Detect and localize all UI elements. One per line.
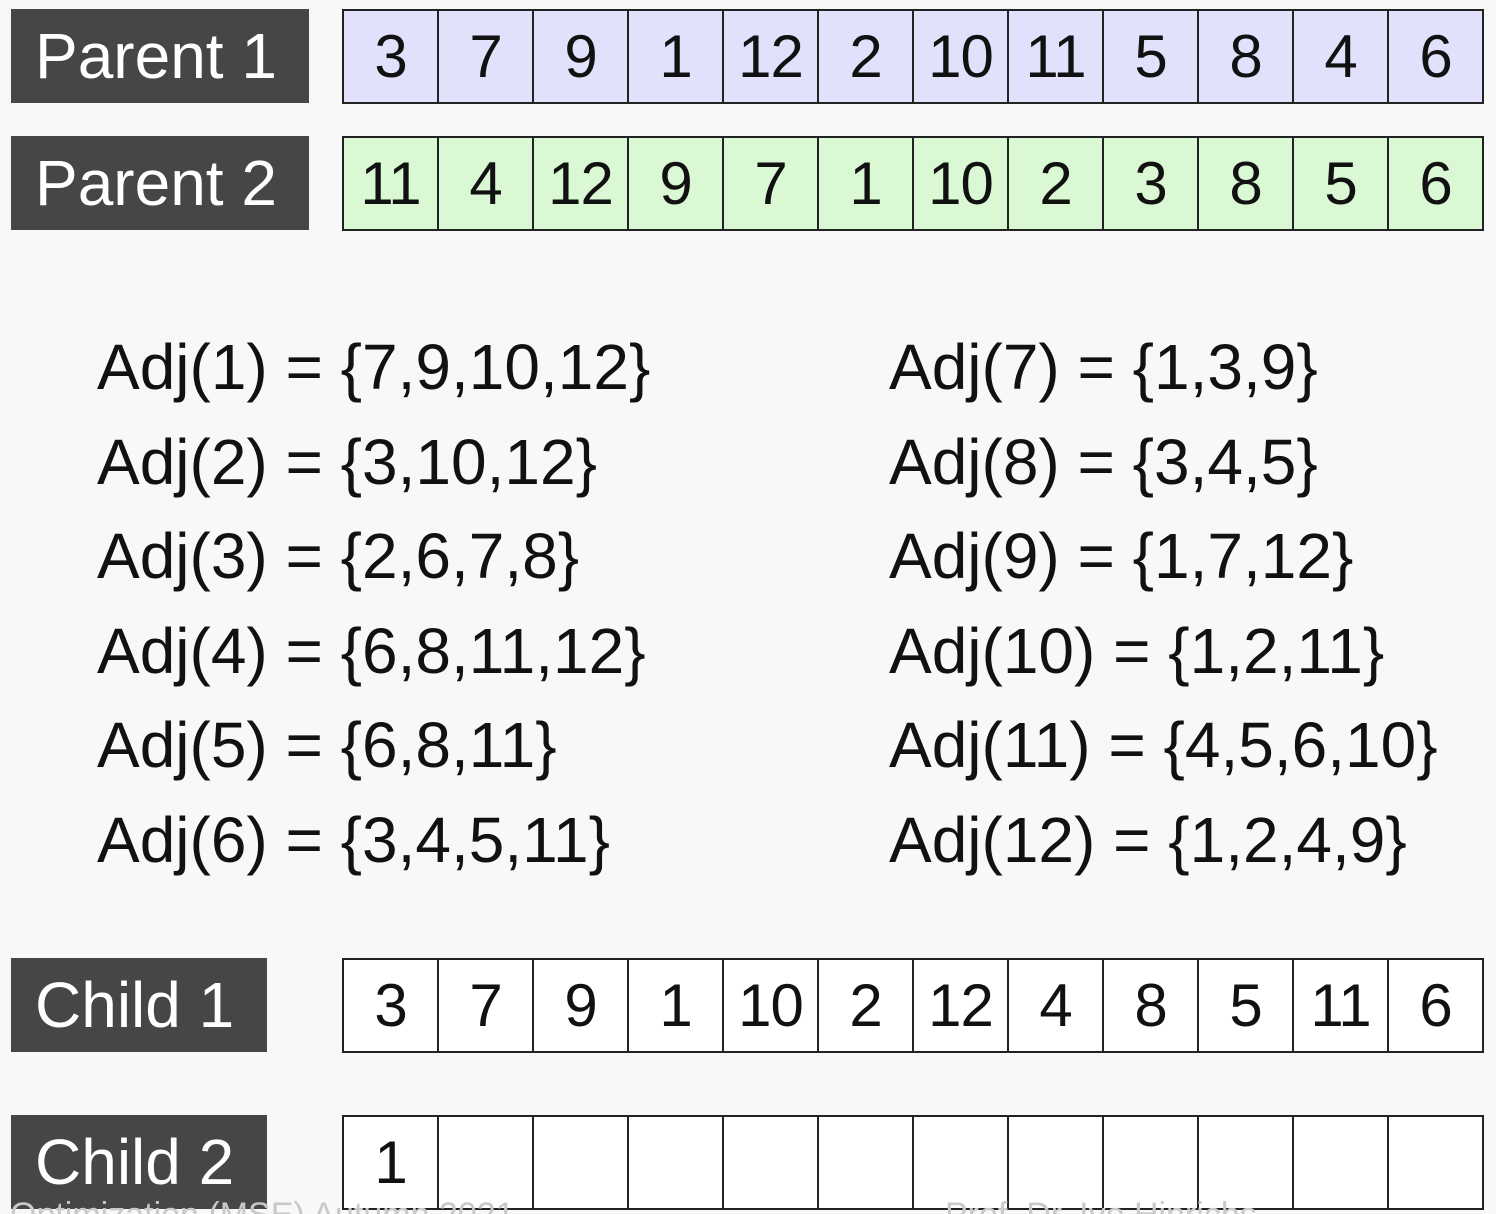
parent-1-cell: 4 bbox=[1294, 11, 1389, 102]
parent-1-cell: 9 bbox=[534, 11, 629, 102]
parent-1-cell: 6 bbox=[1389, 11, 1484, 102]
parent-1-cell: 5 bbox=[1104, 11, 1199, 102]
child-2-label: Child 2 bbox=[11, 1115, 267, 1209]
child-1-cell: 7 bbox=[439, 960, 534, 1051]
child-2-cell bbox=[819, 1117, 914, 1208]
child-2-cell bbox=[1104, 1117, 1199, 1208]
child-2-cells: 1 bbox=[342, 1115, 1484, 1210]
parent-1-cell: 2 bbox=[819, 11, 914, 102]
child-2-cell bbox=[1009, 1117, 1104, 1208]
adjacency-list-right: Adj(7) = {1,3,9} Adj(8) = {3,4,5} Adj(9)… bbox=[889, 335, 1438, 902]
adjacency-entry: Adj(12) = {1,2,4,9} bbox=[889, 803, 1407, 876]
parent-1-cell: 10 bbox=[914, 11, 1009, 102]
child-2-cell bbox=[1199, 1117, 1294, 1208]
child-1-row: Child 1 3 7 9 1 10 2 12 4 8 5 11 6 bbox=[0, 958, 1496, 1054]
child-2-cell bbox=[1389, 1117, 1484, 1208]
child-2-cell bbox=[534, 1117, 629, 1208]
parent-1-cell: 12 bbox=[724, 11, 819, 102]
parent-2-cell: 7 bbox=[724, 138, 819, 229]
parent-2-cell: 11 bbox=[344, 138, 439, 229]
child-1-cell: 6 bbox=[1389, 960, 1484, 1051]
child-2-cell bbox=[914, 1117, 1009, 1208]
child-2-row: Child 2 1 bbox=[0, 1115, 1496, 1211]
parent-2-row: Parent 2 11 4 12 9 7 1 10 2 3 8 5 6 bbox=[0, 136, 1496, 232]
child-1-cell: 2 bbox=[819, 960, 914, 1051]
adjacency-entry: Adj(1) = {7,9,10,12} bbox=[97, 331, 651, 403]
parent-2-cell: 10 bbox=[914, 138, 1009, 229]
parent-2-cell: 4 bbox=[439, 138, 534, 229]
parent-1-row: Parent 1 3 7 9 1 12 2 10 11 5 8 4 6 bbox=[0, 9, 1496, 105]
child-2-cell bbox=[724, 1117, 819, 1208]
adjacency-entry: Adj(6) = {3,4,5,11} bbox=[97, 803, 610, 876]
adjacency-entry: Adj(2) = {3,10,12} bbox=[97, 425, 597, 498]
parent-2-cell: 3 bbox=[1104, 138, 1199, 229]
parent-2-cell: 12 bbox=[534, 138, 629, 229]
child-1-cell: 9 bbox=[534, 960, 629, 1051]
parent-1-cell: 11 bbox=[1009, 11, 1104, 102]
parent-2-cell: 9 bbox=[629, 138, 724, 229]
parent-2-cells: 11 4 12 9 7 1 10 2 3 8 5 6 bbox=[342, 136, 1484, 231]
adjacency-entry: Adj(8) = {3,4,5} bbox=[889, 425, 1318, 498]
adjacency-entry: Adj(3) = {2,6,7,8} bbox=[97, 520, 580, 592]
parent-1-cell: 8 bbox=[1199, 11, 1294, 102]
child-1-cell: 5 bbox=[1199, 960, 1294, 1051]
child-1-cell: 12 bbox=[914, 960, 1009, 1051]
parent-1-cells: 3 7 9 1 12 2 10 11 5 8 4 6 bbox=[342, 9, 1484, 104]
child-1-cell: 4 bbox=[1009, 960, 1104, 1051]
slide-footer: Optimization (MSE) Autumn 2021 Prof. Dr.… bbox=[0, 1198, 1496, 1214]
parent-2-cell: 8 bbox=[1199, 138, 1294, 229]
child-1-cell: 3 bbox=[344, 960, 439, 1051]
parent-2-cell: 6 bbox=[1389, 138, 1484, 229]
adjacency-entry: Adj(5) = {6,8,11} bbox=[97, 709, 557, 781]
child-2-cell: 1 bbox=[344, 1117, 439, 1208]
adjacency-entry: Adj(4) = {6,8,11,12} bbox=[97, 614, 646, 687]
child-2-cell bbox=[1294, 1117, 1389, 1208]
adjacency-entry: Adj(10) = {1,2,11} bbox=[889, 614, 1385, 687]
child-1-cell: 11 bbox=[1294, 960, 1389, 1051]
footer-author: Prof. Dr. Ivo Hinrichs bbox=[945, 1198, 1257, 1214]
child-1-cell: 1 bbox=[629, 960, 724, 1051]
child-1-cell: 10 bbox=[724, 960, 819, 1051]
child-1-label: Child 1 bbox=[11, 958, 267, 1052]
child-2-cell bbox=[439, 1117, 534, 1208]
child-2-cell bbox=[629, 1117, 724, 1208]
parent-2-cell: 2 bbox=[1009, 138, 1104, 229]
parent-1-cell: 7 bbox=[439, 11, 534, 102]
adjacency-entry: Adj(11) = {4,5,6,10} bbox=[889, 709, 1438, 781]
child-1-cells: 3 7 9 1 10 2 12 4 8 5 11 6 bbox=[342, 958, 1484, 1053]
adjacency-entry: Adj(7) = {1,3,9} bbox=[889, 331, 1318, 403]
parent-2-cell: 1 bbox=[819, 138, 914, 229]
adjacency-entry: Adj(9) = {1,7,12} bbox=[889, 520, 1354, 592]
parent-2-label: Parent 2 bbox=[11, 136, 309, 230]
child-1-cell: 8 bbox=[1104, 960, 1199, 1051]
parent-1-cell: 3 bbox=[344, 11, 439, 102]
adjacency-list-left: Adj(1) = {7,9,10,12} Adj(2) = {3,10,12} … bbox=[97, 335, 650, 902]
parent-2-cell: 5 bbox=[1294, 138, 1389, 229]
parent-1-label: Parent 1 bbox=[11, 9, 309, 103]
footer-course: Optimization (MSE) Autumn 2021 bbox=[10, 1198, 515, 1214]
parent-1-cell: 1 bbox=[629, 11, 724, 102]
